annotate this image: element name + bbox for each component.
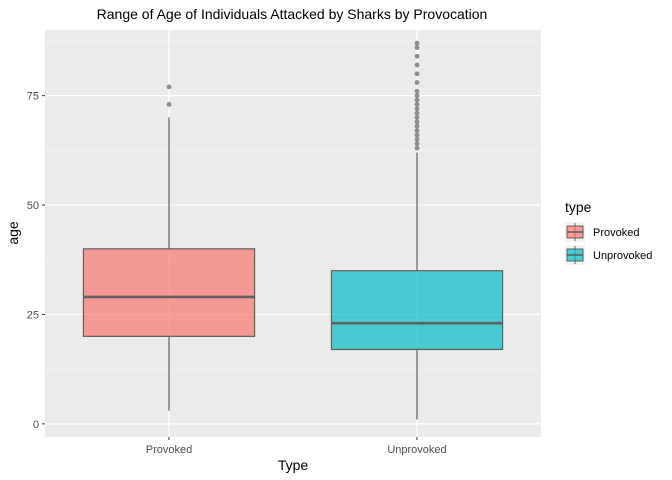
box-provoked: [82, 84, 256, 411]
outlier-point: [414, 97, 420, 103]
outlier-point: [414, 71, 420, 77]
legend-key-unprovoked: [565, 245, 585, 265]
x-tick-label: Provoked: [146, 444, 192, 456]
legend: type Provoked Unprovoked: [565, 199, 652, 265]
legend-key-provoked: [565, 222, 585, 242]
outlier-point: [414, 137, 420, 142]
legend-label: Unprovoked: [593, 250, 652, 262]
outlier-point: [414, 93, 420, 99]
y-axis-title: age: [5, 221, 21, 245]
x-axis: Provoked Unprovoked: [146, 437, 447, 456]
y-tick-label: 75: [27, 91, 39, 103]
outlier-point: [414, 88, 420, 94]
outlier-point: [414, 101, 420, 107]
outlier-point: [414, 106, 420, 112]
iqr-box: [330, 270, 504, 351]
x-axis-title: Type: [278, 457, 309, 473]
outlier-point: [414, 62, 420, 68]
chart-title: Range of Age of Individuals Attacked by …: [97, 6, 488, 22]
legend-title: type: [565, 199, 592, 215]
plot-panel: [45, 30, 541, 437]
outlier-point: [414, 132, 420, 138]
iqr-box: [82, 248, 256, 337]
outlier-point: [414, 80, 420, 85]
outlier-point: [166, 101, 172, 107]
box-unprovoked: [330, 40, 504, 420]
y-axis: 0 25 50 75: [27, 91, 45, 431]
outlier-point: [414, 40, 420, 46]
outlier-point: [414, 110, 420, 116]
x-tick-label: Unprovoked: [387, 444, 446, 456]
outlier-point: [414, 141, 420, 147]
outlier-point: [414, 123, 420, 129]
y-tick-label: 50: [27, 200, 39, 212]
outlier-point: [414, 45, 420, 50]
outlier-point: [166, 84, 172, 90]
boxes: [82, 40, 504, 420]
outlier-point: [414, 145, 420, 151]
outlier-point: [414, 128, 420, 134]
outlier-point: [414, 53, 420, 59]
y-tick-label: 0: [33, 419, 39, 431]
legend-label: Provoked: [593, 227, 639, 239]
outlier-point: [414, 119, 420, 125]
outlier-point: [414, 115, 420, 120]
y-tick-label: 25: [27, 309, 39, 321]
